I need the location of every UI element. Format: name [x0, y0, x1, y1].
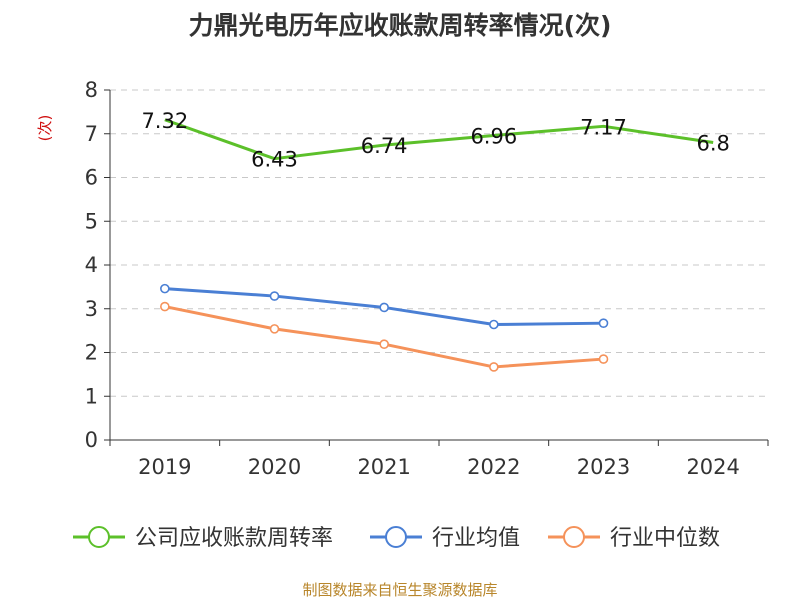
- data-label: 7.17: [580, 115, 627, 139]
- legend-item[interactable]: 行业均值: [370, 526, 520, 551]
- data-point: [379, 302, 389, 313]
- legend[interactable]: 公司应收账款周转率 行业均值 行业中位数: [73, 526, 720, 551]
- data-label: 7.32: [141, 109, 188, 133]
- legend-label: 公司应收账款周转率: [135, 526, 333, 551]
- series-group: [160, 118, 714, 372]
- axes: 0 1 2 3 4 5 6 7 8 2019 2020 2021 2022 2023 2024: [85, 78, 769, 479]
- legend-marker: [385, 526, 407, 548]
- y-tick-label: 3: [85, 297, 98, 321]
- data-label: 6.74: [361, 134, 408, 158]
- y-tick-label: 4: [85, 253, 98, 277]
- data-point: [379, 339, 389, 349]
- x-tick-label: 2022: [467, 455, 520, 479]
- data-point: [269, 324, 280, 334]
- x-tick-label: 2019: [138, 455, 191, 479]
- data-point: [160, 283, 170, 294]
- legend-item[interactable]: 公司应收账款周转率: [73, 526, 333, 551]
- data-point: [598, 354, 609, 364]
- y-tick-label: 5: [85, 209, 98, 233]
- data-labels: 7.32 6.43 6.74 6.96 7.17 6.8: [141, 109, 729, 172]
- y-tick-label: 8: [85, 78, 98, 102]
- y-tick-label: 1: [85, 384, 98, 408]
- data-label: 6.96: [470, 125, 517, 149]
- series-line: [164, 305, 604, 369]
- y-axis-label: (次): [36, 115, 54, 142]
- x-tick-label: 2021: [357, 455, 410, 479]
- legend-marker: [563, 526, 585, 548]
- legend-marker: [88, 526, 110, 548]
- data-label: 6.8: [696, 132, 729, 156]
- data-point: [489, 319, 499, 330]
- data-label: 6.43: [251, 148, 298, 172]
- legend-item[interactable]: 行业中位数: [548, 526, 720, 551]
- x-tick-label: 2023: [577, 455, 630, 479]
- legend-label: 行业中位数: [610, 526, 720, 551]
- y-tick-label: 0: [85, 428, 98, 452]
- y-tick-label: 2: [85, 341, 98, 365]
- y-tick-label: 6: [85, 166, 98, 190]
- data-point: [160, 301, 170, 312]
- source-note: 制图数据来自恒生聚源数据库: [302, 581, 497, 599]
- y-tick-label: 7: [85, 122, 98, 146]
- x-tick-label: 2020: [248, 455, 301, 479]
- legend-label: 行业均值: [432, 526, 520, 551]
- data-point: [489, 362, 499, 372]
- x-tick-label: 2024: [686, 455, 739, 479]
- data-point: [598, 318, 609, 328]
- series-line: [164, 118, 714, 161]
- data-point: [269, 291, 280, 301]
- chart-title: 力鼎光电历年应收账款周转率情况(次): [189, 11, 612, 40]
